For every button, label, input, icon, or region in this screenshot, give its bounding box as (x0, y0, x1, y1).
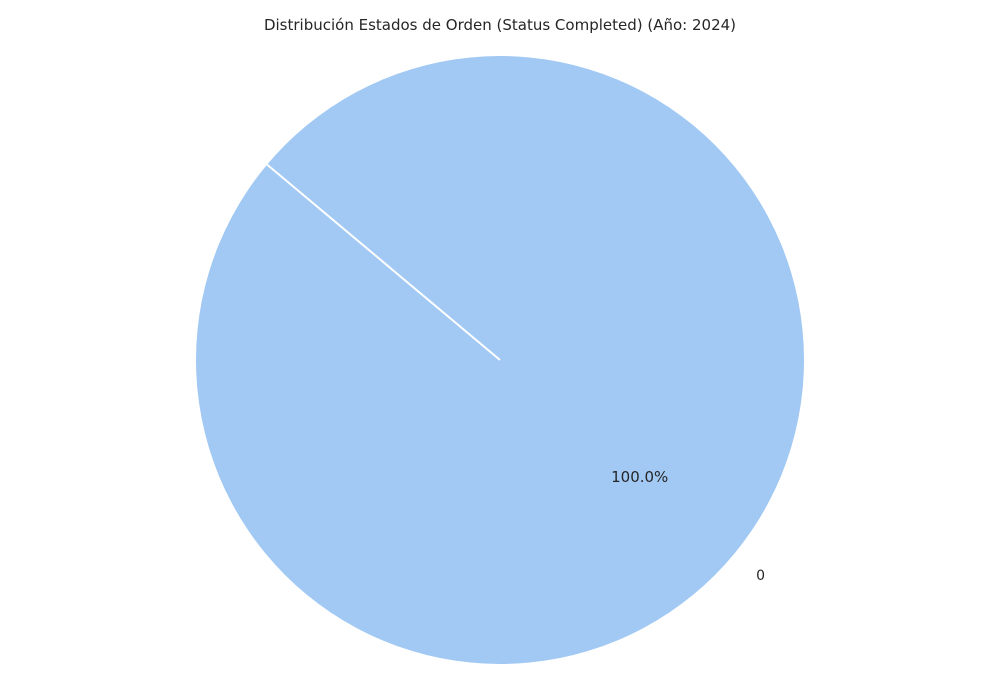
slice-edge-line (266, 163, 501, 361)
pie-category-label: 0 (756, 568, 765, 584)
chart-title: Distribución Estados de Orden (Status Co… (264, 16, 736, 34)
pie-slices (196, 56, 804, 664)
pie-percent-label: 100.0% (611, 468, 668, 486)
pie-labels: 100.0% 0 (611, 468, 765, 584)
